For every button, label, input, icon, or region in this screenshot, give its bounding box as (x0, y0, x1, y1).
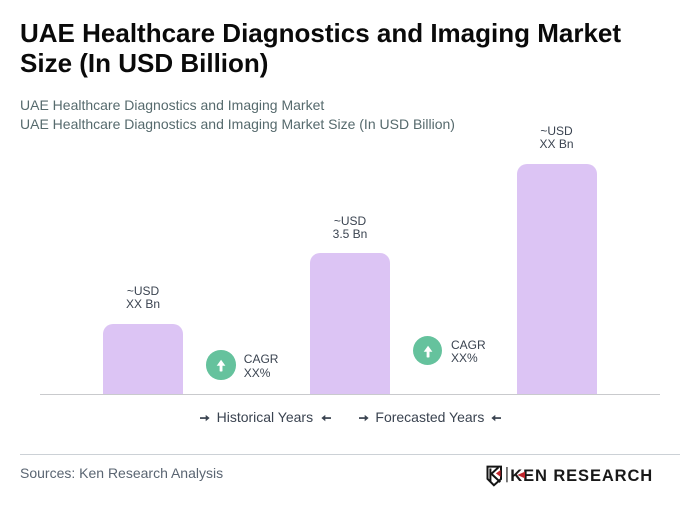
svg-text:KEN RESEARCH: KEN RESEARCH (510, 467, 653, 485)
